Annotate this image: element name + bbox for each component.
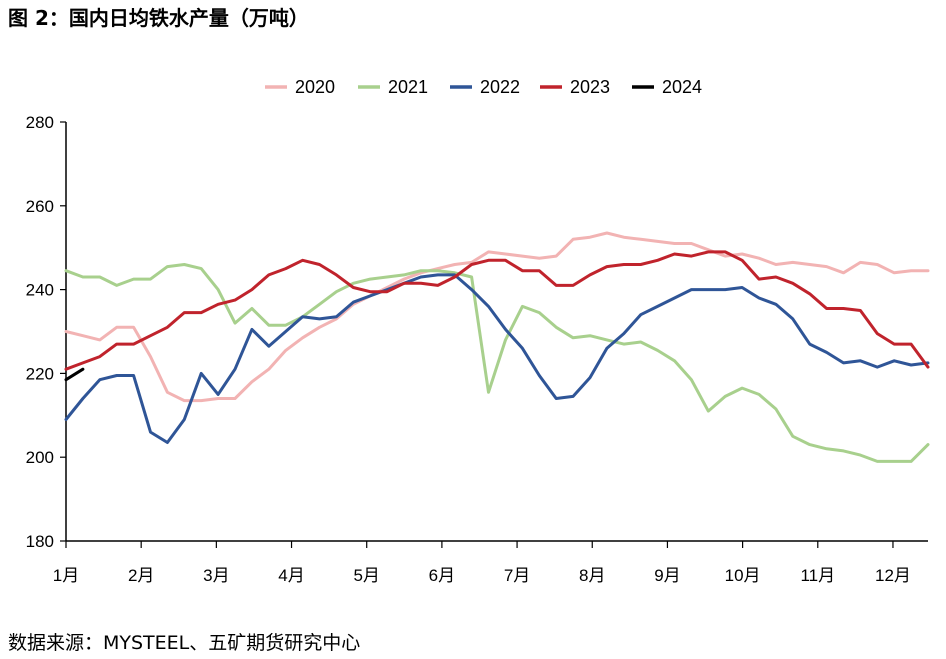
chart-series [64,231,930,463]
y-tick-label: 200 [26,448,54,467]
series-line-2022 [64,273,930,444]
x-tick-label: 5月 [353,566,379,585]
y-tick-label: 240 [26,281,54,300]
x-tick-label: 2月 [128,566,154,585]
data-source-note: 数据来源：MYSTEEL、五矿期货研究中心 [8,632,361,654]
legend-label: 2024 [662,77,702,97]
x-tick-label: 7月 [504,566,530,585]
x-tick-label: 6月 [429,566,455,585]
chart-title: 图 2：国内日均铁水产量（万吨） [8,6,309,30]
chart-axes: 180 200 220 240 260 280 1月 2月 3月 4月 5月 6月 7月 8月 9月 10月 1… [26,113,928,585]
y-tick-label: 260 [26,197,54,216]
series-line-2020 [64,231,930,403]
chart-legend: 2020 2021 2022 2023 2024 [265,77,702,97]
series-line-2024 [64,367,85,382]
x-tick-label: 4月 [278,566,304,585]
y-tick-label: 280 [26,113,54,132]
x-tick-label: 3月 [203,566,229,585]
y-tick-label: 220 [26,364,54,383]
series-line-2021 [64,263,930,463]
x-tick-label: 11月 [800,566,835,585]
x-tick-label: 9月 [654,566,680,585]
legend-label: 2023 [570,77,610,97]
y-tick-label: 180 [26,532,54,551]
x-tick-label: 10月 [725,566,761,585]
x-tick-label: 8月 [579,566,605,585]
legend-label: 2021 [388,77,428,97]
x-tick-label: 1月 [53,566,79,585]
legend-label: 2022 [480,77,520,97]
x-tick-label: 12月 [875,566,911,585]
legend-label: 2020 [295,77,335,97]
series-line-2023 [64,250,930,371]
